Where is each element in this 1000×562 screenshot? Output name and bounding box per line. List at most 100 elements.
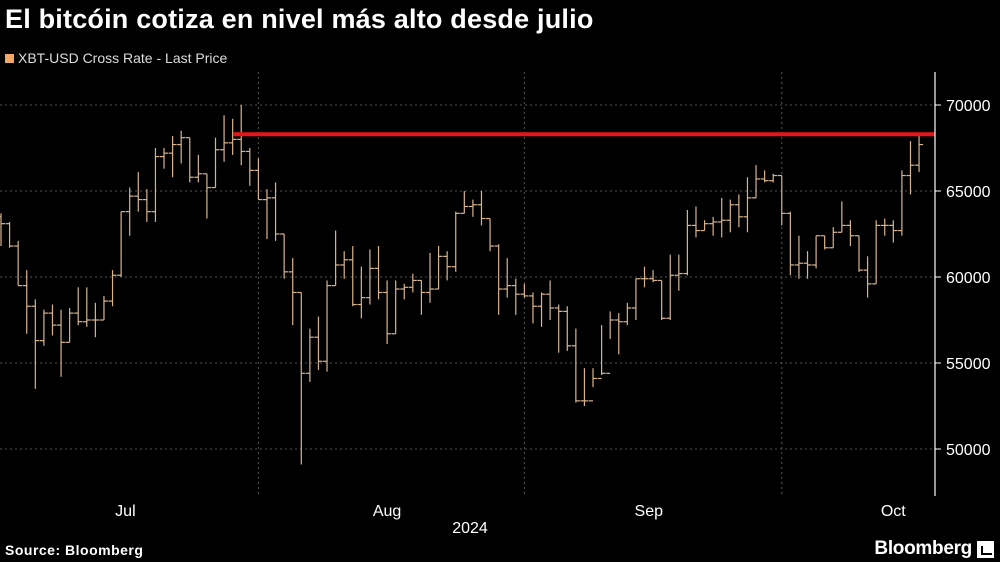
ohlc-bar bbox=[820, 235, 829, 250]
ohlc-bar bbox=[880, 218, 889, 236]
legend-label: XBT-USD Cross Rate - Last Price bbox=[18, 50, 228, 66]
ohlc-bar bbox=[571, 328, 580, 403]
ohlc-bar bbox=[631, 278, 640, 320]
ohlc-bar bbox=[614, 313, 623, 355]
ohlc-bar bbox=[117, 211, 126, 277]
ohlc-bar bbox=[786, 211, 795, 276]
ohlc-bar bbox=[717, 197, 726, 238]
x-tick-label: Aug bbox=[373, 503, 401, 520]
legend-swatch bbox=[5, 53, 14, 63]
ohlc-bar bbox=[99, 295, 108, 321]
ohlc-bar bbox=[812, 235, 821, 269]
ohlc-bar bbox=[743, 177, 752, 233]
ohlc-bar bbox=[211, 137, 220, 189]
ohlc-bar bbox=[494, 244, 503, 315]
ohlc-bar bbox=[580, 368, 589, 406]
ohlc-bar bbox=[31, 299, 40, 389]
y-tick-label: 65000 bbox=[946, 184, 991, 201]
ohlc-bar bbox=[863, 256, 872, 298]
ohlc-bar bbox=[709, 216, 718, 236]
chart-title: El bitcóin cotiza en nivel más alto desd… bbox=[5, 4, 594, 34]
ohlc-bar bbox=[528, 292, 537, 324]
ohlc-bar bbox=[340, 251, 349, 279]
ohlc-bar bbox=[202, 173, 211, 219]
y-tick-label: 50000 bbox=[946, 442, 991, 459]
ohlc-bar bbox=[160, 148, 169, 169]
ohlc-bar bbox=[803, 251, 812, 279]
ohlc-bar bbox=[245, 148, 254, 186]
ohlc-bar bbox=[185, 137, 194, 183]
ohlc-bar bbox=[649, 270, 658, 283]
ohlc-bar bbox=[760, 170, 769, 183]
ohlc-bar bbox=[589, 368, 598, 402]
ohlc-bar bbox=[288, 258, 297, 326]
ohlc-bar bbox=[468, 199, 477, 217]
ohlc-bar bbox=[305, 328, 314, 382]
ohlc-bar bbox=[297, 291, 306, 465]
y-tick-label: 60000 bbox=[946, 270, 991, 287]
ohlc-bar bbox=[323, 280, 332, 372]
ohlc-bar bbox=[314, 316, 323, 370]
logo-text: Bloomberg bbox=[874, 538, 972, 559]
ohlc-bar bbox=[889, 220, 898, 243]
ohlc-bar bbox=[837, 201, 846, 233]
ohlc-bar bbox=[108, 270, 117, 307]
ohlc-bar bbox=[666, 254, 675, 320]
ohlc-bar bbox=[408, 273, 417, 293]
x-tick-label: Sep bbox=[635, 503, 664, 520]
ohlc-bar bbox=[451, 211, 460, 272]
ohlc-bar bbox=[151, 148, 160, 222]
ohlc-bar bbox=[829, 227, 838, 249]
ohlc-bar bbox=[597, 325, 606, 380]
ohlc-bar bbox=[606, 311, 615, 374]
y-tick-label: 70000 bbox=[946, 98, 991, 115]
ohlc-bar bbox=[22, 270, 31, 334]
ohlc-bar bbox=[563, 306, 572, 351]
ohlc-bar bbox=[417, 279, 426, 315]
ohlc-bar bbox=[503, 258, 512, 298]
ohlc-bar bbox=[125, 187, 134, 236]
ohlc-bar bbox=[443, 251, 452, 281]
ohlc-bar bbox=[400, 283, 409, 300]
ohlc-bar bbox=[426, 252, 434, 303]
ohlc-bar bbox=[640, 266, 649, 288]
ohlc-bar bbox=[57, 309, 66, 377]
ohlc-bar bbox=[554, 304, 563, 353]
ohlc-bar bbox=[460, 191, 469, 214]
x-axis-label: 2024 bbox=[452, 520, 488, 537]
ohlc-bar bbox=[546, 280, 555, 320]
ohlc-bar bbox=[39, 309, 48, 346]
ohlc-bar bbox=[374, 246, 383, 300]
bloomberg-chart-icon bbox=[977, 540, 994, 558]
legend: XBT-USD Cross Rate - Last Price bbox=[5, 50, 227, 66]
ohlc-bar bbox=[228, 118, 237, 155]
ohlc-bar bbox=[915, 135, 924, 173]
ohlc-bar bbox=[14, 240, 23, 287]
ohlc-bar bbox=[0, 213, 5, 247]
ohlc-bar bbox=[383, 280, 392, 345]
x-tick-label: Jul bbox=[115, 503, 135, 520]
ohlc-bar bbox=[794, 235, 803, 279]
source-note: Source: Bloomberg bbox=[5, 542, 144, 558]
ohlc-bar bbox=[271, 182, 280, 241]
ohlc-bar bbox=[872, 220, 881, 285]
ohlc-bar bbox=[168, 135, 177, 178]
ohlc-bar bbox=[486, 217, 495, 252]
ohlc-bar bbox=[365, 249, 374, 305]
ohlc-bar bbox=[477, 191, 486, 226]
ohlc-bar bbox=[65, 307, 74, 343]
ohlc-bar bbox=[82, 287, 91, 327]
ohlc-bar bbox=[777, 174, 786, 226]
ohlc-bar bbox=[434, 246, 443, 290]
ohlc-bar bbox=[220, 115, 229, 162]
ohlc-bar bbox=[691, 206, 700, 238]
ohlc-bar bbox=[5, 221, 14, 248]
ohlc-bar bbox=[846, 220, 855, 247]
ohlc-bar bbox=[855, 235, 863, 272]
ohlc-bar bbox=[906, 141, 915, 195]
ohlc-bar bbox=[142, 189, 151, 222]
bloomberg-logo: Bloomberg bbox=[874, 538, 994, 560]
ohlc-bar bbox=[683, 209, 692, 276]
ohlc-bar bbox=[134, 172, 143, 212]
